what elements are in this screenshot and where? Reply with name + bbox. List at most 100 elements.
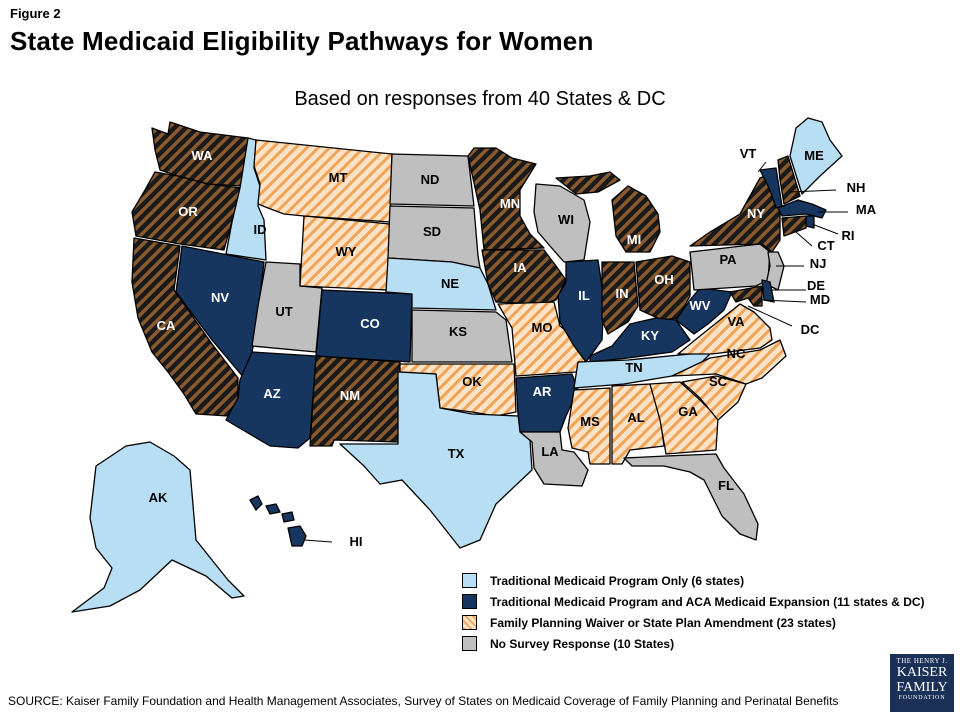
state-OR[interactable] (131, 171, 243, 251)
state-label-co: CO (360, 316, 380, 331)
state-HI-4[interactable] (287, 525, 307, 547)
state-CA[interactable] (131, 237, 239, 417)
legend-label: Traditional Medicaid Program Only (6 sta… (490, 573, 745, 588)
state-CT[interactable] (781, 215, 807, 237)
state-AR[interactable] (515, 373, 579, 433)
state-IA[interactable] (481, 249, 567, 305)
state-label-ms: MS (580, 414, 600, 429)
leader-lines (303, 161, 848, 543)
state-MI-UP[interactable] (555, 171, 621, 195)
legend-swatch-expansion (462, 594, 477, 609)
state-label-de: DE (807, 278, 825, 293)
state-MI[interactable] (611, 185, 661, 253)
state-label-ca: CA (157, 318, 176, 333)
state-label-il: IL (578, 288, 590, 303)
figure-label: Figure 2 (10, 6, 61, 21)
state-label-az: AZ (263, 386, 280, 401)
state-label-wy: WY (336, 244, 357, 259)
state-label-ma: MA (856, 202, 877, 217)
state-MS[interactable] (567, 387, 611, 465)
state-AK[interactable] (71, 441, 245, 613)
state-label-al: AL (627, 410, 644, 425)
state-label-wi: WI (558, 212, 574, 227)
legend-item-no-response: No Survey Response (10 States) (462, 633, 925, 654)
state-HI-2[interactable] (265, 503, 281, 515)
source-note: SOURCE: Kaiser Family Foundation and Hea… (8, 694, 839, 708)
state-HI-3[interactable] (281, 511, 295, 523)
state-label-md: MD (810, 292, 830, 307)
state-label-id: ID (254, 222, 267, 237)
state-label-ky: KY (641, 328, 659, 343)
state-DE[interactable] (761, 279, 775, 303)
logo-line-1: THE HENRY J. (896, 657, 948, 665)
state-SC[interactable] (681, 375, 747, 421)
state-label-tx: TX (448, 446, 465, 461)
state-label-sc: SC (709, 374, 728, 389)
state-label-mo: MO (532, 320, 553, 335)
state-label-ct: CT (817, 238, 834, 253)
logo-line-2: KAISER (896, 665, 948, 680)
state-label-fl: FL (718, 478, 734, 493)
subtitle: Based on responses from 40 States & DC (294, 88, 666, 110)
state-OH[interactable] (635, 255, 691, 321)
legend: Traditional Medicaid Program Only (6 sta… (462, 570, 925, 654)
state-label-ut: UT (275, 304, 292, 319)
legend-swatch-waiver (462, 615, 477, 630)
state-HI-1[interactable] (249, 495, 263, 511)
state-label-ia: IA (514, 260, 528, 275)
state-KS[interactable] (411, 309, 513, 363)
state-IN[interactable] (601, 261, 639, 335)
state-label-ak: AK (149, 490, 168, 505)
state-label-oh: OH (654, 272, 674, 287)
state-label-wv: WV (690, 298, 711, 313)
state-VA[interactable] (677, 303, 773, 355)
state-label-ny: NY (747, 206, 765, 221)
legend-swatch-traditional (462, 573, 477, 588)
legend-label: Traditional Medicaid Program and ACA Med… (490, 594, 925, 609)
state-CO[interactable] (315, 289, 413, 363)
state-NM[interactable] (309, 355, 401, 447)
state-MN[interactable] (467, 147, 545, 251)
logo-line-4: FOUNDATION (898, 695, 946, 701)
state-label-mi: MI (627, 232, 641, 247)
state-label-ok: OK (462, 374, 482, 389)
state-label-ar: AR (533, 384, 552, 399)
state-label-hi: HI (350, 534, 363, 549)
state-FL[interactable] (623, 453, 759, 541)
state-KY[interactable] (589, 317, 691, 363)
logo-line-3: FAMILY (896, 680, 948, 695)
state-label-dc: DC (801, 322, 820, 337)
state-label-nv: NV (211, 290, 229, 305)
state-IL[interactable] (557, 259, 605, 363)
state-label-nj: NJ (810, 256, 827, 271)
state-ND[interactable] (389, 153, 475, 207)
state-LA[interactable] (519, 431, 589, 487)
state-NE[interactable] (385, 257, 497, 311)
state-GA[interactable] (649, 381, 719, 455)
state-label-mn: MN (500, 196, 520, 211)
kff-logo: THE HENRY J. KAISER FAMILY FOUNDATION (890, 654, 954, 712)
state-labels: WA OR CA ID NV UT AZ MT WY CO NM ND SD NE KS OK TX MN IA MO… (149, 146, 877, 549)
state-MA[interactable] (777, 199, 827, 219)
state-label-ri: RI (842, 228, 855, 243)
legend-label: No Survey Response (10 States) (490, 636, 675, 651)
state-label-nc: NC (727, 346, 746, 361)
state-label-in: IN (616, 286, 629, 301)
state-label-vt: VT (740, 146, 757, 161)
legend-swatch-no-response (462, 636, 477, 651)
state-MD[interactable] (729, 285, 763, 307)
state-TX[interactable] (339, 371, 533, 549)
state-label-or: OR (178, 204, 198, 219)
legend-item-traditional: Traditional Medicaid Program Only (6 sta… (462, 570, 925, 591)
state-label-va: VA (727, 314, 745, 329)
state-label-sd: SD (423, 224, 441, 239)
state-PA[interactable] (689, 243, 771, 291)
state-NC[interactable] (671, 339, 787, 385)
state-RI[interactable] (805, 215, 815, 229)
state-ME[interactable] (789, 117, 843, 195)
state-MT[interactable] (253, 139, 393, 223)
state-label-nd: ND (421, 172, 440, 187)
state-label-pa: PA (719, 252, 737, 267)
state-label-la: LA (541, 444, 559, 459)
